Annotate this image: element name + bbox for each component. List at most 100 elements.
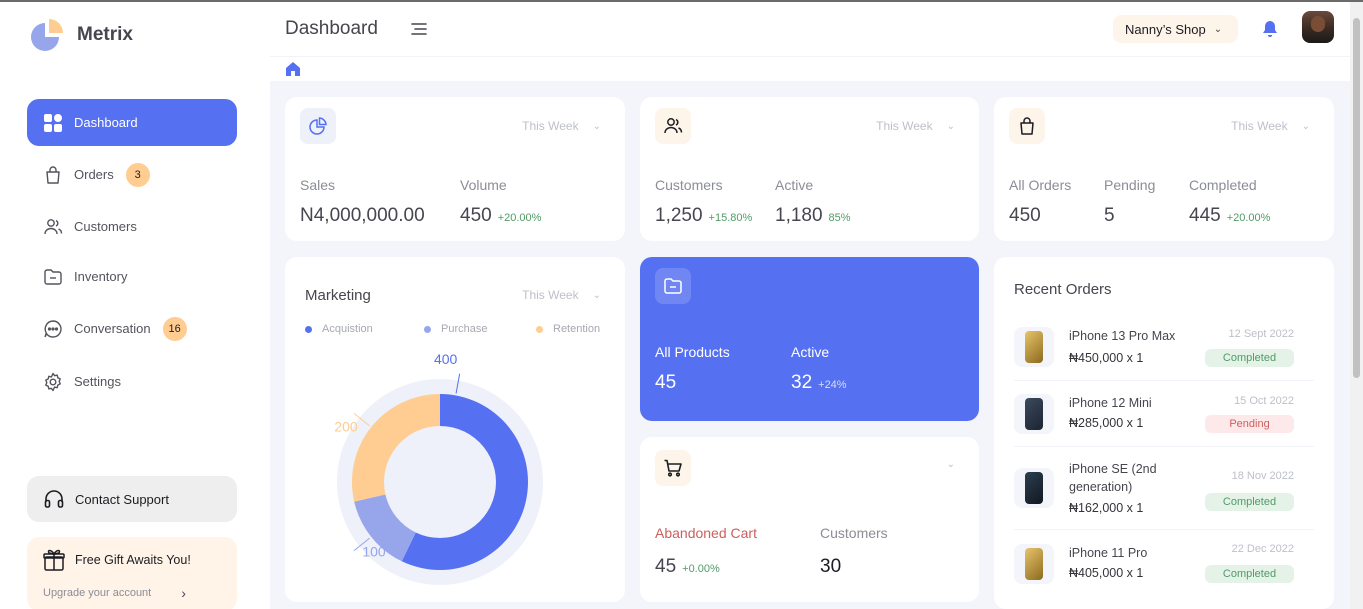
product-name: iPhone 13 Pro Max xyxy=(1069,329,1176,343)
gear-icon xyxy=(42,371,64,393)
shop-selector[interactable]: Nanny’s Shop ⌄ xyxy=(1113,15,1238,43)
bag-icon xyxy=(42,164,64,186)
phone-image xyxy=(1025,331,1043,363)
sidebar-item-label: Dashboard xyxy=(74,115,138,130)
data-label-leader xyxy=(455,373,461,394)
upgrade-account-label: Upgrade your account xyxy=(43,587,152,599)
period-selector[interactable]: ⌄ xyxy=(933,459,955,470)
order-row[interactable]: iPhone 11 Pro ₦405,000 x 1 22 Dec 2022 C… xyxy=(1014,543,1314,586)
volume-stat: Volume 450 +20.00% xyxy=(460,177,541,227)
sidebar-item-customers[interactable]: Customers xyxy=(27,203,237,250)
product-thumbnail xyxy=(1014,468,1054,508)
sidebar-item-inventory[interactable]: Inventory xyxy=(27,253,237,300)
user-avatar[interactable] xyxy=(1302,11,1334,43)
sidebar-item-conversation[interactable]: Conversation 16 xyxy=(27,305,237,352)
stat-change: +24% xyxy=(818,379,847,391)
stat-value: N4,000,000.00 xyxy=(300,205,425,226)
marketing-title: Marketing xyxy=(305,287,371,304)
sidebar-item-label: Conversation xyxy=(74,321,151,336)
period-selector[interactable]: This Week ⌄ xyxy=(1231,119,1310,133)
period-selector[interactable]: This Week ⌄ xyxy=(876,119,955,133)
sidebar-item-settings[interactable]: Settings xyxy=(27,358,237,405)
conversation-count-badge: 16 xyxy=(162,316,187,341)
bag-icon xyxy=(1009,108,1045,144)
notification-bell-icon[interactable] xyxy=(1260,19,1280,39)
status-badge: Completed xyxy=(1205,565,1294,583)
sidebar-item-label: Settings xyxy=(74,374,121,389)
stat-value: 450 xyxy=(1009,205,1041,226)
order-row[interactable]: iPhone 12 Mini ₦285,000 x 1 15 Oct 2022 … xyxy=(1014,394,1314,436)
sidebar-item-orders[interactable]: Orders 3 xyxy=(27,151,237,198)
status-badge: Pending xyxy=(1205,415,1294,433)
completed-orders-stat: Completed 445 +20.00% xyxy=(1189,177,1270,227)
users-icon xyxy=(655,108,691,144)
order-row[interactable]: iPhone 13 Pro Max ₦450,000 x 1 12 Sept 2… xyxy=(1014,327,1314,369)
period-selector[interactable]: This Week ⌄ xyxy=(522,119,601,133)
donut-slice-purchase[interactable] xyxy=(354,494,416,562)
pie-chart-icon xyxy=(300,108,336,144)
chevron-down-icon: ⌄ xyxy=(592,289,601,301)
stat-value: 45 xyxy=(655,372,677,393)
orders-summary-card: This Week ⌄ All Orders 450 Pending 5 Comp… xyxy=(994,97,1334,241)
phone-image xyxy=(1025,398,1043,430)
stat-label: Customers xyxy=(820,525,888,541)
pending-orders-stat: Pending 5 xyxy=(1104,177,1155,227)
sidebar-item-label: Inventory xyxy=(74,269,128,284)
order-date: 15 Oct 2022 xyxy=(1234,395,1294,407)
home-icon[interactable] xyxy=(285,61,301,77)
period-label: This Week xyxy=(522,288,579,302)
active-products-stat: Active 32 +24% xyxy=(791,344,847,394)
order-date: 22 Dec 2022 xyxy=(1231,543,1294,555)
period-label: This Week xyxy=(1231,119,1288,133)
contact-support-label: Contact Support xyxy=(75,491,169,507)
stat-label: Volume xyxy=(460,177,507,193)
upgrade-account-link[interactable]: Upgrade your account › xyxy=(43,585,223,601)
stat-label: Abandoned Cart xyxy=(655,525,757,541)
marketing-donut-chart: 400 100 200 xyxy=(334,352,543,585)
stat-change: +20.00% xyxy=(1226,212,1271,224)
stat-change: +15.80% xyxy=(708,212,753,224)
data-label-purchase: 100 xyxy=(362,544,386,560)
legend-label: Retention xyxy=(553,323,601,335)
abandoned-cart-card: ⌄ Abandoned Cart 45 +0.00% Customers 30 xyxy=(640,437,979,602)
product-price: ₦285,000 x 1 xyxy=(1069,416,1144,430)
cart-customers-stat: Customers 30 xyxy=(820,525,888,578)
logo[interactable]: Metrix xyxy=(29,17,133,53)
stat-label: Customers xyxy=(655,177,723,193)
data-label-retention: 200 xyxy=(334,418,358,434)
users-icon xyxy=(42,216,64,238)
period-label: This Week xyxy=(876,119,933,133)
data-label-leader xyxy=(353,413,370,427)
shop-name: Nanny’s Shop xyxy=(1125,21,1206,37)
chat-icon xyxy=(42,318,64,340)
legend-label: Purchase xyxy=(441,323,488,335)
chevron-down-icon: ⌄ xyxy=(946,459,955,470)
product-name: iPhone 11 Pro xyxy=(1069,546,1148,560)
menu-icon[interactable] xyxy=(410,20,428,38)
gift-promo-card: Free Gift Awaits You! Upgrade your accou… xyxy=(27,537,237,609)
phone-image xyxy=(1025,472,1043,504)
legend-acquisition: Acquistion xyxy=(305,323,373,335)
donut-slice-acquisition[interactable] xyxy=(401,394,528,570)
contact-support-button[interactable]: Contact Support xyxy=(27,476,237,522)
gift-title: Free Gift Awaits You! xyxy=(75,553,191,567)
page-title: Dashboard xyxy=(285,18,378,39)
chevron-down-icon: ⌄ xyxy=(592,120,601,132)
scrollbar-thumb[interactable] xyxy=(1353,18,1360,378)
all-products-stat: All Products 45 xyxy=(655,344,730,394)
sidebar-item-dashboard[interactable]: Dashboard xyxy=(27,99,237,146)
order-row[interactable]: iPhone SE (2nd generation) ₦162,000 x 1 … xyxy=(1014,460,1314,518)
stat-label: All Orders xyxy=(1009,177,1072,193)
stat-value: 1,180 xyxy=(775,205,823,226)
stat-value: 32 xyxy=(791,372,813,393)
chevron-down-icon: ⌄ xyxy=(1213,23,1223,35)
page-scrollbar[interactable] xyxy=(1350,2,1363,609)
period-selector[interactable]: This Week ⌄ xyxy=(522,288,601,302)
abandoned-cart-stat: Abandoned Cart 45 +0.00% xyxy=(655,525,757,578)
grid-icon xyxy=(42,112,64,134)
legend-label: Acquistion xyxy=(322,323,373,335)
product-name: iPhone SE (2nd generation) xyxy=(1069,462,1157,494)
product-price: ₦405,000 x 1 xyxy=(1069,566,1144,580)
donut-slice-retention[interactable] xyxy=(352,394,440,502)
order-date: 12 Sept 2022 xyxy=(1228,328,1294,340)
